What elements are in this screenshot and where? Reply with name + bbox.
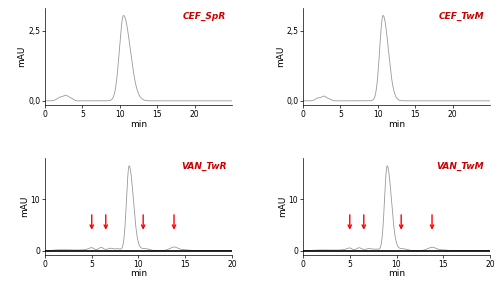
X-axis label: min: min xyxy=(388,120,405,128)
Y-axis label: mAU: mAU xyxy=(276,46,284,67)
X-axis label: min: min xyxy=(130,120,147,128)
Text: VAN_TwR: VAN_TwR xyxy=(181,162,226,171)
Y-axis label: mAU: mAU xyxy=(278,196,287,217)
Y-axis label: mAU: mAU xyxy=(20,196,29,217)
X-axis label: min: min xyxy=(388,269,405,278)
Text: CEF_SpR: CEF_SpR xyxy=(183,12,226,22)
Text: CEF_TwM: CEF_TwM xyxy=(439,12,484,22)
Y-axis label: mAU: mAU xyxy=(18,46,26,67)
X-axis label: min: min xyxy=(130,269,147,278)
Text: VAN_TwM: VAN_TwM xyxy=(437,162,484,171)
